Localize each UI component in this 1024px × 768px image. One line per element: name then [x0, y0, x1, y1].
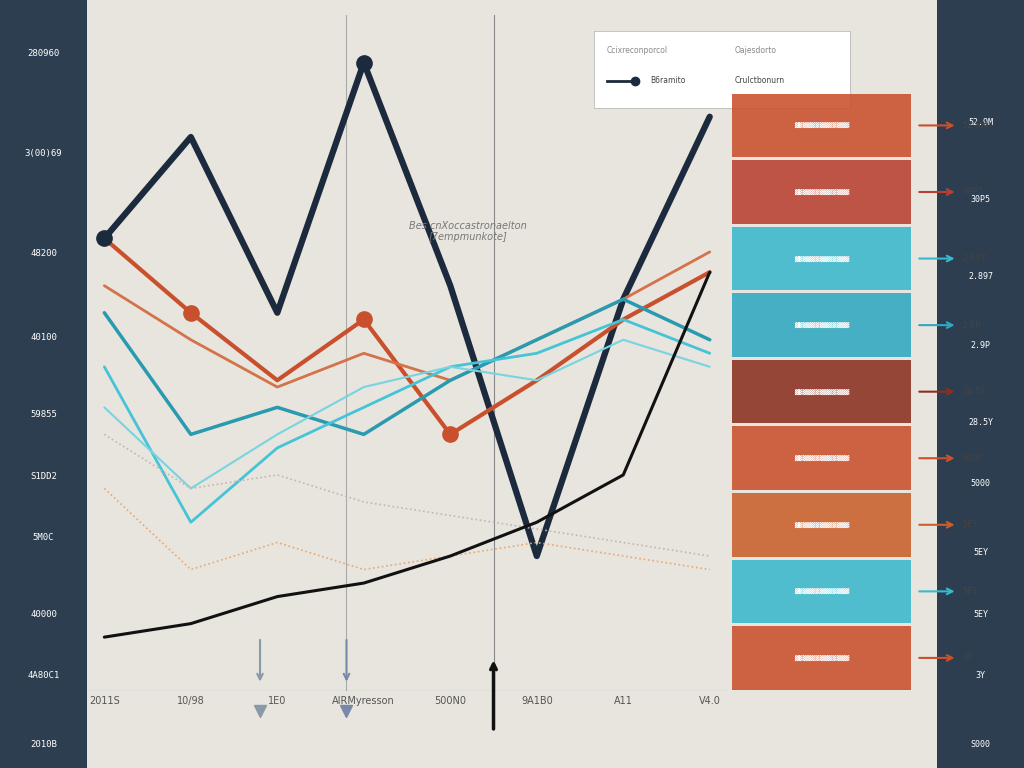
Text: 3Y: 3Y [963, 654, 973, 663]
Text: 2.9P: 2.9P [971, 341, 990, 350]
Text: 2.897: 2.897 [963, 254, 986, 263]
Text: ▓▓▓▓▓▓▓▓▓▓▓▓▓: ▓▓▓▓▓▓▓▓▓▓▓▓▓ [795, 256, 849, 262]
Text: S000: S000 [971, 740, 990, 750]
Text: Crulctbonurn: Crulctbonurn [735, 76, 784, 85]
Text: 30P5: 30P5 [963, 187, 984, 197]
Text: 5EY: 5EY [963, 587, 978, 596]
Text: 5000: 5000 [963, 454, 984, 463]
Text: S1DD2: S1DD2 [30, 472, 57, 481]
Text: ▓▓▓▓▓▓▓▓▓▓▓▓▓: ▓▓▓▓▓▓▓▓▓▓▓▓▓ [795, 588, 849, 594]
Text: 3(00)69: 3(00)69 [25, 149, 62, 158]
Text: 30P5: 30P5 [971, 195, 990, 204]
Text: 5M0C: 5M0C [33, 533, 54, 542]
Text: 2010B: 2010B [30, 740, 57, 750]
Text: 2.897: 2.897 [968, 272, 993, 281]
Text: 5EY: 5EY [963, 520, 978, 529]
Text: B6ramito: B6ramito [650, 76, 686, 85]
Text: ▓▓▓▓▓▓▓▓▓▓▓▓▓: ▓▓▓▓▓▓▓▓▓▓▓▓▓ [795, 455, 849, 462]
Text: Bes cnXoccastronaelton
[7empmunkote]: Bes cnXoccastronaelton [7empmunkote] [409, 221, 526, 243]
Text: 5EY: 5EY [973, 610, 988, 619]
Text: 59855: 59855 [30, 410, 57, 419]
Text: 5000: 5000 [971, 479, 990, 488]
Text: 2.9P: 2.9P [963, 320, 981, 329]
Text: 40000: 40000 [30, 610, 57, 619]
Text: ▓▓▓▓▓▓▓▓▓▓▓▓▓: ▓▓▓▓▓▓▓▓▓▓▓▓▓ [795, 122, 849, 128]
Text: ▓▓▓▓▓▓▓▓▓▓▓▓▓: ▓▓▓▓▓▓▓▓▓▓▓▓▓ [795, 655, 849, 661]
Text: 28.5Y: 28.5Y [968, 418, 993, 427]
Text: ▓▓▓▓▓▓▓▓▓▓▓▓▓: ▓▓▓▓▓▓▓▓▓▓▓▓▓ [795, 322, 849, 328]
Text: 28.5Y: 28.5Y [963, 387, 986, 396]
Text: 48200: 48200 [30, 249, 57, 258]
Text: 4A80C1: 4A80C1 [28, 671, 59, 680]
Text: Ccixreconporcol: Ccixreconporcol [606, 46, 668, 55]
Text: ▓▓▓▓▓▓▓▓▓▓▓▓▓: ▓▓▓▓▓▓▓▓▓▓▓▓▓ [795, 189, 849, 195]
Text: Oajesdorto: Oajesdorto [735, 46, 777, 55]
Text: 40100: 40100 [30, 333, 57, 343]
Text: 52.9M: 52.9M [963, 121, 988, 130]
Text: 5EY: 5EY [973, 548, 988, 558]
Text: 280960: 280960 [28, 49, 59, 58]
Text: 52.9M: 52.9M [968, 118, 993, 127]
Text: ▓▓▓▓▓▓▓▓▓▓▓▓▓: ▓▓▓▓▓▓▓▓▓▓▓▓▓ [795, 389, 849, 395]
Text: 3Y: 3Y [976, 671, 985, 680]
Text: ▓▓▓▓▓▓▓▓▓▓▓▓▓: ▓▓▓▓▓▓▓▓▓▓▓▓▓ [795, 521, 849, 528]
